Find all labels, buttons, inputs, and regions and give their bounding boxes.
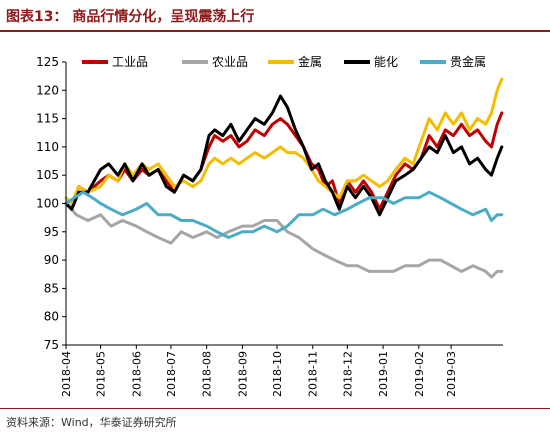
axes: 75 80 85 90 95 100 105 110 115 120 125 2018-04 2018-…: [36, 55, 503, 397]
series-line: [64, 202, 504, 279]
series-line: [64, 190, 504, 239]
x-tick-label: 2019-03: [445, 351, 458, 397]
series-line: [64, 77, 504, 205]
y-tick-label: 125: [36, 55, 59, 69]
y-tick-label: 80: [44, 310, 59, 324]
y-tick-label: 85: [44, 281, 59, 295]
x-tick-label: 2019-01: [377, 351, 390, 397]
chart-title: 图表13： 商品行情分化，呈现震荡上行: [6, 9, 255, 25]
line-chart: 工业品 农业品 金属 能化 贵金属 75 80 85 90 95 100 105 110 115 120 1…: [36, 54, 504, 397]
y-tick-label: 110: [36, 140, 59, 154]
x-tick-label: 2018-12: [341, 351, 354, 397]
y-tick-label: 120: [36, 83, 59, 97]
x-tick-label: 2018-04: [60, 351, 73, 397]
x-tick-label: 2018-07: [165, 351, 178, 397]
x-tick-label: 2018-06: [130, 351, 143, 397]
series-layer: [64, 77, 504, 279]
legend-label: 贵金属: [450, 54, 486, 69]
y-tick-label: 105: [36, 168, 59, 182]
legend-label: 金属: [298, 54, 322, 69]
x-tick-label: 2019-02: [413, 351, 426, 397]
series-line: [64, 94, 504, 217]
source-note: 资料来源：Wind，华泰证券研究所: [6, 416, 177, 429]
x-tick-label: 2018-10: [271, 351, 284, 397]
chart-area: 工业品 农业品 金属 能化 贵金属 75 80 85 90 95 100 105 110 115 120 1…: [0, 34, 550, 404]
x-tick-label: 2018-11: [307, 351, 320, 397]
title-divider: [0, 30, 550, 32]
y-tick-label: 75: [44, 338, 59, 352]
footer-divider: [0, 408, 550, 409]
x-tick-label: 2018-05: [95, 351, 108, 397]
series-line: [64, 111, 504, 211]
y-tick-label: 100: [36, 197, 59, 211]
x-tick-label: 2018-08: [201, 351, 214, 397]
y-tick-label: 90: [44, 253, 59, 267]
legend-label: 农业品: [212, 55, 248, 69]
x-tick-label: 2018-09: [236, 351, 249, 397]
header: 图表13： 商品行情分化，呈现震荡上行: [0, 0, 550, 34]
legend-label: 能化: [374, 55, 398, 69]
legend: 工业品 农业品 金属 能化 贵金属: [82, 54, 486, 69]
legend-label: 工业品: [112, 55, 148, 69]
y-tick-label: 115: [36, 112, 59, 126]
y-tick-label: 95: [44, 225, 59, 239]
